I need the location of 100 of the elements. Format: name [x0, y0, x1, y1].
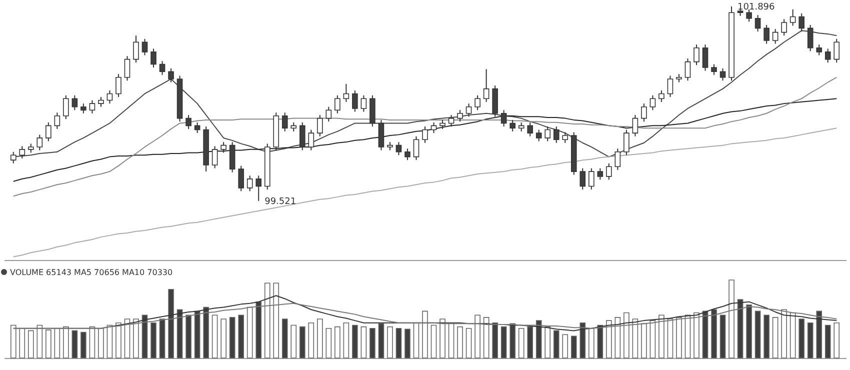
bar: [720, 314, 726, 358]
candlestick: [658, 90, 664, 102]
candlestick: [466, 103, 472, 118]
candlestick: [834, 38, 840, 64]
candlestick: [597, 168, 604, 180]
candlestick: [282, 112, 288, 132]
candlestick: [404, 148, 410, 161]
candlestick: [89, 100, 96, 114]
bar: [702, 310, 708, 358]
candlestick: [106, 90, 113, 104]
bar: [168, 288, 174, 358]
bar: [396, 328, 402, 358]
candlestick: [772, 28, 778, 44]
bar: [256, 301, 262, 358]
candlestick: [360, 94, 367, 112]
candlestick: [702, 44, 708, 72]
bar: [203, 306, 209, 358]
candlestick: [343, 83, 350, 102]
candlestick: [116, 74, 122, 98]
bar: [299, 326, 306, 358]
bar: [824, 324, 831, 358]
candlestick: [614, 148, 621, 170]
candlestick: [308, 129, 314, 151]
candlestick: [352, 90, 358, 112]
candlestick: [10, 151, 16, 164]
bar: [737, 299, 744, 358]
bar: [764, 314, 770, 358]
candlestick: [536, 129, 542, 142]
candlestick: [238, 165, 244, 192]
bar: [536, 320, 542, 358]
bar: [142, 314, 148, 358]
candlestick: [290, 122, 297, 132]
candlestick: [553, 126, 560, 144]
bar: [807, 322, 814, 358]
bar: [404, 328, 410, 358]
candlestick: [133, 35, 139, 64]
candlestick: [720, 68, 726, 82]
bar: [238, 314, 244, 358]
candlestick: [500, 110, 507, 127]
candlestick: [483, 68, 490, 102]
candlestick: [46, 122, 52, 142]
bar: [510, 323, 516, 358]
candlestick: [474, 94, 480, 111]
candlestick: [790, 8, 796, 26]
bar: [370, 328, 376, 358]
candlestick: [98, 96, 104, 108]
candlestick: [36, 134, 43, 151]
bar: [229, 317, 236, 358]
candlestick: [326, 106, 332, 122]
bar: [352, 324, 358, 358]
candlestick: [212, 146, 218, 169]
candlestick: [624, 129, 630, 156]
candlestick: [72, 94, 78, 111]
candlestick: [159, 60, 166, 76]
candlestick: [824, 48, 831, 64]
candlestick: [334, 94, 340, 114]
candlestick: [299, 122, 306, 151]
bar: [553, 330, 560, 358]
candlestick: [641, 103, 647, 122]
candlestick: [711, 64, 717, 76]
candlestick: [378, 119, 384, 151]
candlestick: [562, 132, 568, 144]
bar: [798, 318, 804, 358]
candlestick: [632, 114, 638, 137]
bar: [570, 336, 577, 358]
bar: [159, 318, 166, 358]
candlestick: [186, 114, 192, 130]
bar: [492, 322, 498, 358]
candlestick: [396, 142, 402, 156]
bar: [194, 310, 200, 358]
candlestick: [19, 146, 26, 159]
candlestick: [816, 44, 822, 56]
annotation: 99.521: [264, 196, 296, 207]
bar: [72, 330, 78, 358]
bar: [282, 318, 288, 358]
candlestick: [220, 142, 226, 154]
candlestick: [764, 24, 770, 44]
candlestick: [684, 58, 691, 82]
bar: [580, 322, 586, 358]
candlestick: [80, 103, 86, 114]
candlestick: [781, 18, 787, 36]
candlestick: [54, 112, 60, 130]
bar: [816, 310, 822, 358]
candlestick: [440, 119, 446, 130]
bar: [597, 324, 604, 358]
bar: [80, 332, 86, 358]
bar: [711, 309, 717, 358]
candlestick: [448, 114, 454, 127]
bar: [176, 309, 183, 358]
bar: [746, 304, 752, 358]
candlestick: [746, 8, 752, 22]
candlestick: [544, 126, 551, 142]
candlestick: [63, 94, 69, 120]
candlestick: [606, 162, 612, 180]
candlestick: [142, 38, 148, 56]
bar: [150, 322, 156, 358]
candlestick: [150, 48, 156, 68]
candlestick: [754, 14, 761, 32]
candlestick: [457, 110, 463, 122]
candlestick: [580, 168, 586, 190]
